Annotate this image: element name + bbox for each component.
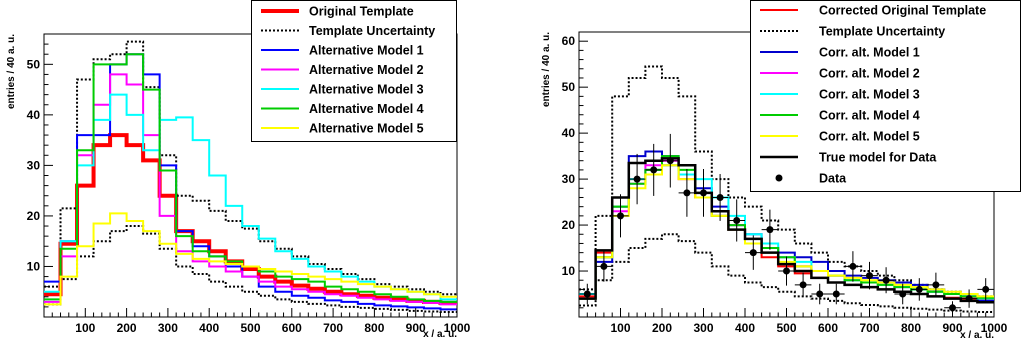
x-tick-label: 800 — [901, 321, 921, 335]
left-histogram-panel: 100 200 300 400 500 600 700 800 900 1000 10 20 30 40 5… — [6, 0, 471, 340]
y-tick-label: 40 — [27, 108, 41, 122]
x-tick-label: 1000 — [981, 321, 1008, 335]
y-axis-label: entries / 40 a. u. — [6, 34, 17, 109]
legend-label-0: Original Template — [309, 5, 414, 19]
legend-label-6: Corr. alt. Model 4 — [819, 109, 920, 123]
y-tick-label: 30 — [27, 158, 41, 172]
legend-label-3: Alternative Model 1 — [309, 44, 424, 58]
data-point — [583, 290, 591, 298]
legend-label-3: Corr. alt. Model 1 — [819, 46, 920, 60]
y-tick-label: 20 — [562, 218, 576, 232]
plot-area — [579, 65, 994, 315]
data-point — [832, 290, 840, 298]
x-tick-label: 100 — [610, 321, 630, 335]
x-tick-label: 900 — [406, 321, 426, 335]
x-tick-label: 1000 — [444, 321, 471, 335]
data-point — [915, 285, 923, 293]
x-tick-label: 700 — [859, 321, 879, 335]
data-point — [816, 290, 824, 298]
plot-area — [44, 40, 457, 313]
data-point — [882, 276, 890, 284]
x-tick-label: 800 — [364, 321, 384, 335]
x-tick-label: 600 — [282, 321, 302, 335]
data-point — [799, 281, 807, 289]
legend-label-5: Alternative Model 3 — [309, 83, 424, 97]
series-2-line — [44, 225, 457, 313]
x-tick-label: 200 — [652, 321, 672, 335]
data-point — [683, 189, 691, 197]
series-0-line — [44, 133, 457, 305]
data-point — [982, 285, 990, 293]
legend-label-9: Data — [819, 172, 847, 186]
legend-label-0: Corrected Original Template — [819, 4, 986, 18]
right-histogram-panel: 100 200 300 400 500 600 700 800 900 1000 10 20 30 40 5… — [541, 0, 1021, 341]
x-tick-label: 400 — [199, 321, 219, 335]
y-tick-label: 50 — [562, 80, 576, 94]
y-tick-label: 20 — [27, 209, 41, 223]
legend-label-4: Alternative Model 2 — [309, 63, 424, 77]
data-point — [783, 267, 790, 275]
data-point — [965, 295, 973, 303]
legend-label-8: True model for Data — [819, 151, 937, 165]
legend-label-6: Alternative Model 4 — [309, 102, 424, 116]
y-axis-label: entries / 40 a. u. — [541, 32, 552, 107]
y-tick-label: 10 — [27, 259, 41, 273]
y-tick-label: 10 — [562, 264, 576, 278]
x-axis-label: x / a. u. — [960, 330, 994, 341]
data-point — [600, 262, 608, 270]
x-tick-label: 200 — [117, 321, 137, 335]
x-tick-label: 500 — [776, 321, 796, 335]
data-point — [650, 166, 658, 174]
data-point — [949, 304, 956, 312]
x-axis-label: x / a. u. — [423, 329, 457, 340]
data-point — [666, 157, 674, 165]
y-tick-label: 30 — [562, 172, 576, 186]
series-1-line — [44, 40, 457, 296]
y-tick-label: 60 — [562, 34, 576, 48]
legend-label-4: Corr. alt. Model 2 — [819, 67, 920, 81]
x-tick-label: 500 — [240, 321, 260, 335]
legend: Original Template Template Uncertainty Alt… — [251, 0, 457, 142]
data-point — [633, 175, 641, 183]
y-tick-label: 50 — [27, 57, 41, 71]
legend-label-7: Alternative Model 5 — [309, 122, 424, 136]
x-tick-label: 400 — [735, 321, 755, 335]
x-tick-label: 100 — [75, 321, 95, 335]
y-tick-label: 40 — [562, 126, 576, 140]
data-point — [932, 281, 940, 289]
x-tick-label: 700 — [323, 321, 343, 335]
data-point — [733, 216, 741, 224]
legend: Corrected Original Template Template Unce… — [750, 0, 1021, 192]
series-4-line — [44, 73, 457, 306]
legend-label-5: Corr. alt. Model 3 — [819, 88, 920, 102]
data-point — [766, 226, 774, 234]
x-tick-label: 300 — [693, 321, 713, 335]
series-2-line — [579, 233, 994, 313]
data-point — [700, 189, 707, 197]
data-point — [716, 193, 724, 201]
legend-label-1: Template Uncertainty — [819, 25, 945, 39]
legend-box — [750, 0, 1021, 192]
x-tick-label: 300 — [158, 321, 178, 335]
data-point — [866, 272, 873, 280]
x-tick-label: 900 — [942, 321, 962, 335]
legend-label-1: Template Uncertainty — [309, 24, 435, 38]
series-3-line — [579, 150, 994, 302]
data-point — [617, 212, 624, 220]
series-7-line — [44, 212, 457, 306]
series-1-line — [579, 65, 994, 298]
data-point — [749, 249, 757, 257]
legend-box — [251, 0, 457, 142]
data-point — [899, 290, 907, 298]
x-tick-label: 600 — [818, 321, 838, 335]
legend-label-7: Corr. alt. Model 5 — [819, 130, 920, 144]
data-point — [849, 262, 857, 270]
legend-marker-data — [775, 174, 783, 182]
